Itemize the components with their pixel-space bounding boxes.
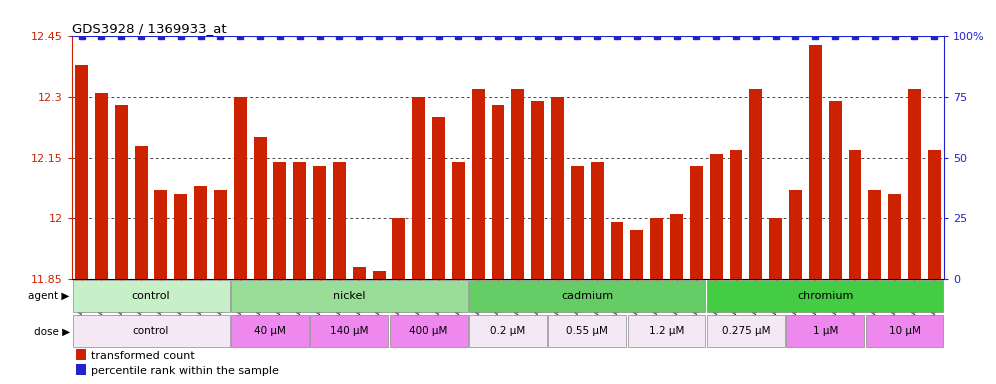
Bar xyxy=(254,137,267,279)
Bar xyxy=(313,166,326,279)
Bar xyxy=(274,162,287,279)
Text: 40 μM: 40 μM xyxy=(254,326,286,336)
Bar xyxy=(549,315,626,348)
Text: 1 μM: 1 μM xyxy=(813,326,838,336)
Bar xyxy=(650,218,663,279)
Bar xyxy=(869,190,881,279)
Text: GDS3928 / 1369933_at: GDS3928 / 1369933_at xyxy=(72,22,226,35)
Bar xyxy=(452,162,465,279)
Bar xyxy=(154,190,167,279)
Bar xyxy=(729,150,742,279)
Text: 1.2 μM: 1.2 μM xyxy=(649,326,684,336)
Text: agent ▶: agent ▶ xyxy=(28,291,70,301)
Bar xyxy=(234,97,247,279)
Bar xyxy=(707,280,943,313)
Bar xyxy=(630,230,643,279)
Text: dose ▶: dose ▶ xyxy=(34,326,70,336)
Bar xyxy=(829,101,842,279)
Bar xyxy=(769,218,782,279)
Bar xyxy=(866,315,943,348)
Bar xyxy=(469,280,705,313)
Bar xyxy=(551,97,564,279)
Bar xyxy=(194,186,207,279)
Bar xyxy=(95,93,108,279)
Bar xyxy=(511,89,524,279)
Text: control: control xyxy=(131,291,170,301)
Text: percentile rank within the sample: percentile rank within the sample xyxy=(91,366,279,376)
Bar xyxy=(690,166,703,279)
Text: chromium: chromium xyxy=(797,291,854,301)
Bar xyxy=(73,280,229,313)
Text: transformed count: transformed count xyxy=(91,351,194,361)
Bar xyxy=(231,315,309,348)
Bar xyxy=(531,101,544,279)
Text: 10 μM: 10 μM xyxy=(888,326,920,336)
Bar xyxy=(787,315,865,348)
Bar xyxy=(214,190,227,279)
Bar xyxy=(611,222,623,279)
Bar xyxy=(627,315,705,348)
Text: cadmium: cadmium xyxy=(561,291,614,301)
Text: 0.275 μM: 0.275 μM xyxy=(722,326,770,336)
Bar xyxy=(311,315,388,348)
Bar xyxy=(670,214,683,279)
Bar xyxy=(710,154,723,279)
Bar xyxy=(469,315,547,348)
Bar xyxy=(115,105,127,279)
Bar xyxy=(174,194,187,279)
Bar xyxy=(591,162,604,279)
Bar xyxy=(492,105,505,279)
Bar xyxy=(76,349,86,360)
Bar xyxy=(293,162,306,279)
Bar xyxy=(412,97,425,279)
Bar xyxy=(908,89,921,279)
Text: control: control xyxy=(132,326,169,336)
Bar xyxy=(749,89,762,279)
Text: 0.2 μM: 0.2 μM xyxy=(490,326,526,336)
Bar xyxy=(373,271,385,279)
Bar xyxy=(389,315,467,348)
Bar xyxy=(928,150,941,279)
Bar xyxy=(432,117,445,279)
Bar xyxy=(707,315,785,348)
Bar xyxy=(231,280,467,313)
Text: 140 μM: 140 μM xyxy=(330,326,369,336)
Text: nickel: nickel xyxy=(333,291,366,301)
Bar xyxy=(888,194,901,279)
Text: 0.55 μM: 0.55 μM xyxy=(567,326,609,336)
Bar xyxy=(134,146,147,279)
Bar xyxy=(73,315,229,348)
Bar xyxy=(353,267,366,279)
Bar xyxy=(333,162,346,279)
Bar xyxy=(571,166,584,279)
Bar xyxy=(392,218,405,279)
Bar xyxy=(849,150,862,279)
Text: 400 μM: 400 μM xyxy=(409,326,448,336)
Bar xyxy=(809,45,822,279)
Bar xyxy=(76,364,86,375)
Bar xyxy=(75,65,88,279)
Bar xyxy=(789,190,802,279)
Bar xyxy=(472,89,485,279)
